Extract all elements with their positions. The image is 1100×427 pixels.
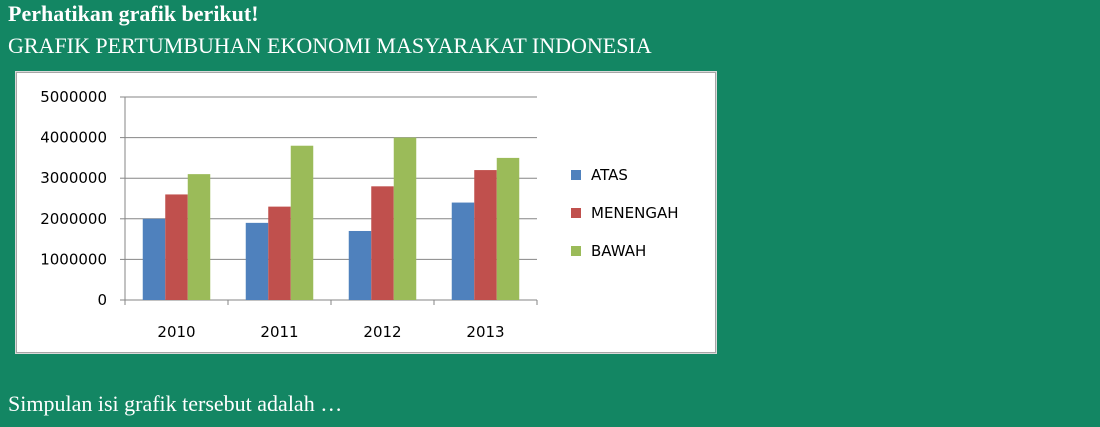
question-text: Simpulan isi grafik tersebut adalah … <box>8 391 343 416</box>
bar-atas-2010 <box>142 218 166 300</box>
x-tick-label: 2013 <box>466 323 504 341</box>
legend-swatch-bawah <box>571 246 581 256</box>
y-tick-label: 3000000 <box>40 169 107 187</box>
legend-swatch-atas <box>571 170 581 180</box>
chart-container: 0 1000000 2000000 3000000 4000000 5000000 2010… <box>16 72 716 353</box>
bar-atas-2011 <box>245 222 269 300</box>
legend-label-bawah: BAWAH <box>591 242 646 260</box>
y-tick-label: 1000000 <box>40 250 107 268</box>
legend-label-atas: ATAS <box>591 166 628 184</box>
bar-chart: 0 1000000 2000000 3000000 4000000 5000000 2010… <box>40 88 679 341</box>
page-heading: Perhatikan grafik berikut! <box>8 1 259 26</box>
y-tick-label: 0 <box>97 291 107 309</box>
legend-label-menengah: MENENGAH <box>591 204 679 222</box>
bar-bawah-2012 <box>393 137 417 300</box>
bar-menengah-2011 <box>268 206 291 300</box>
bar-atas-2012 <box>348 230 372 300</box>
y-tick-label: 4000000 <box>40 129 107 147</box>
bar-menengah-2013 <box>474 170 497 300</box>
x-tick-label: 2011 <box>260 323 298 341</box>
bar-atas-2013 <box>451 202 475 300</box>
bar-bawah-2011 <box>290 145 314 300</box>
chart-subtitle: GRAFIK PERTUMBUHAN EKONOMI MASYARAKAT IN… <box>8 33 652 58</box>
bar-menengah-2012 <box>371 186 394 300</box>
bar-bawah-2013 <box>496 157 520 300</box>
bar-bawah-2010 <box>187 174 211 300</box>
y-tick-label: 5000000 <box>40 88 107 106</box>
x-tick-label: 2010 <box>157 323 195 341</box>
bar-menengah-2010 <box>165 194 188 300</box>
legend-swatch-menengah <box>571 208 581 218</box>
y-tick-label: 2000000 <box>40 210 107 228</box>
x-tick-label: 2012 <box>363 323 401 341</box>
